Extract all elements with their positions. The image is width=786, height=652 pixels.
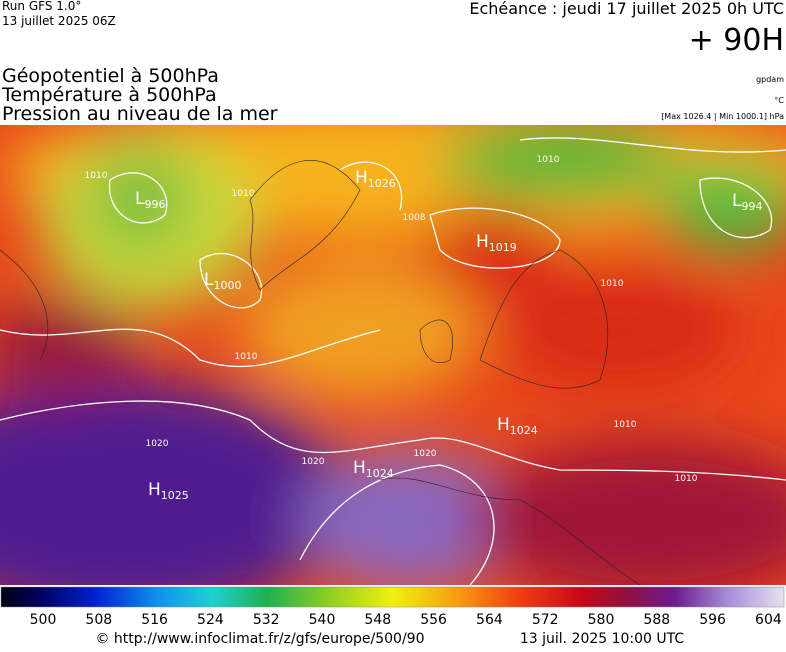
colorbar-label: 572 <box>532 612 559 628</box>
colorbar-label: 540 <box>309 612 336 628</box>
forecast: Echéance : jeudi 17 juillet 2025 0h UTC <box>469 0 784 18</box>
center-letter: H <box>476 232 489 252</box>
center-letter: L <box>135 189 145 209</box>
colorbar-label: 508 <box>85 612 112 628</box>
center-value: 994 <box>741 200 762 213</box>
pressure-center: L1000 <box>204 270 241 292</box>
colorbar-label: 500 <box>30 612 57 628</box>
center-value: 1019 <box>489 241 517 254</box>
colorbar-label: 556 <box>420 612 447 628</box>
coastlines <box>0 160 641 585</box>
center-letter: L <box>732 191 742 211</box>
colorbar-label: 516 <box>141 612 168 628</box>
center-letter: H <box>353 458 366 478</box>
isobar-label: 1010 <box>232 189 255 199</box>
center-value: 1024 <box>510 424 538 437</box>
footer-date: 13 juil. 2025 10:00 UTC <box>520 631 685 647</box>
center-value: 1024 <box>366 467 394 480</box>
colorbar-label: 596 <box>699 612 726 628</box>
pressure-center: H1026 <box>355 168 396 190</box>
pressure-center: H1024 <box>497 415 538 437</box>
center-letter: H <box>497 415 510 435</box>
colorbar-label: 524 <box>197 612 224 628</box>
pressure-center: H1019 <box>476 232 517 254</box>
center-letter: H <box>355 168 368 188</box>
center-letter: L <box>204 270 214 290</box>
unit: [Max 1026.4 | Min 1000.1] hPa <box>661 112 784 121</box>
colorbar-label: 588 <box>643 612 670 628</box>
colorbar <box>0 586 785 608</box>
isobars <box>0 137 786 585</box>
isobar-label: 1020 <box>302 457 325 467</box>
isobar-label: 1020 <box>146 439 169 449</box>
colorbar-label: 604 <box>755 612 782 628</box>
center-value: 1026 <box>368 177 396 190</box>
colorbar-label: 532 <box>253 612 280 628</box>
colorbar-label: 548 <box>364 612 391 628</box>
pressure-center: L994 <box>732 191 762 213</box>
isobar-label: 1010 <box>537 155 560 165</box>
isobar-label: 1010 <box>601 279 624 289</box>
colorbar-label: 564 <box>476 612 503 628</box>
pressure-center: L996 <box>135 189 165 211</box>
run: Run GFS 1.0° <box>2 0 81 13</box>
pressure-center: H1025 <box>148 480 189 502</box>
center-value: 1000 <box>213 279 241 292</box>
isobar-label: 1010 <box>675 474 698 484</box>
unit: °C <box>774 96 784 105</box>
center-letter: H <box>148 480 161 500</box>
pressure-center: H1024 <box>353 458 394 480</box>
title: Pression au niveau de la mer <box>2 103 278 125</box>
isobar-label: 1020 <box>414 449 437 459</box>
map <box>0 125 786 585</box>
isobar-label: 1010 <box>614 420 637 430</box>
title: Température à 500hPa <box>1 84 217 106</box>
colorbar-label: 580 <box>588 612 615 628</box>
center-value: 1025 <box>161 489 189 502</box>
footer-url: © http://www.infoclimat.fr/z/gfs/europe/… <box>95 631 424 647</box>
isobar-label: 1010 <box>85 171 108 181</box>
isobar-label: 1010 <box>235 352 258 362</box>
title: Géopotentiel à 500hPa <box>2 65 219 87</box>
center-value: 996 <box>144 198 165 211</box>
lead-time: + 90H <box>689 23 784 58</box>
isobar-label: 1008 <box>403 213 426 223</box>
run-date: 13 juillet 2025 06Z <box>2 14 116 28</box>
unit: gpdam <box>756 75 784 84</box>
